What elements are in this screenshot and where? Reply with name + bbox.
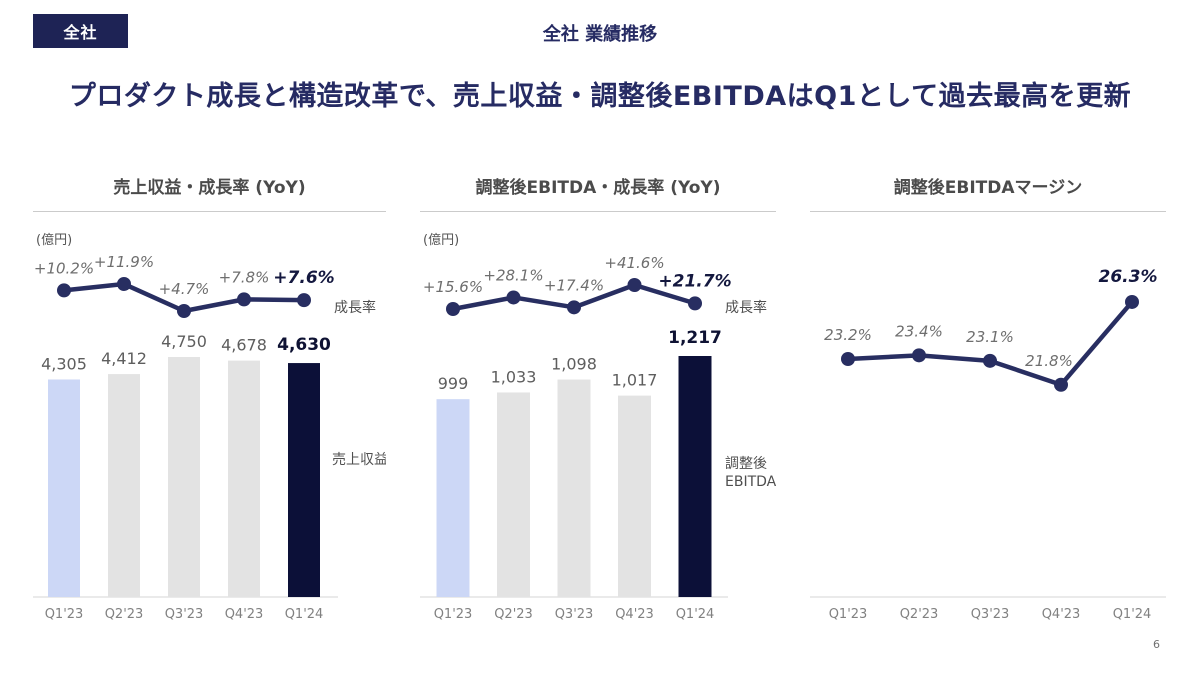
growth-label: +10.2% <box>34 259 94 277</box>
growth-label: +41.6% <box>604 254 664 272</box>
bar <box>497 392 530 597</box>
line-point <box>57 283 71 298</box>
unit-label: (億円) <box>423 232 459 248</box>
bar <box>48 379 80 597</box>
growth-label: +17.4% <box>544 276 604 294</box>
page-number: 6 <box>1153 638 1160 651</box>
line-legend-label: 成長率 <box>725 299 767 316</box>
growth-label: +7.8% <box>219 268 270 286</box>
bar-value-label: 4,305 <box>41 354 87 373</box>
x-axis-label: Q2'23 <box>494 607 533 622</box>
x-axis-label: Q1'24 <box>676 607 715 622</box>
bar-value-label: 1,217 <box>668 328 722 348</box>
bar <box>108 374 140 597</box>
growth-label: +28.1% <box>483 266 543 284</box>
x-axis-label: Q1'23 <box>829 607 868 622</box>
line-point <box>841 352 855 366</box>
adjusted-ebitda-margin-chart: 調整後EBITDAマージン 23.2% 23.4% 23.1% 21.8% 26.3% Q1… <box>810 165 1166 650</box>
bar <box>228 360 260 597</box>
x-axis-label: Q2'23 <box>900 607 939 622</box>
chart-title: 調整後EBITDA・成長率 (YoY) <box>475 178 721 198</box>
x-axis-label: Q3'23 <box>971 607 1010 622</box>
headline: プロダクト成長と構造改革で、売上収益・調整後EBITDAはQ1として過去最高を更… <box>68 81 1132 112</box>
line-point <box>688 296 702 311</box>
growth-label: 26.3% <box>1099 267 1158 287</box>
line-point <box>983 353 997 368</box>
chart-title: 売上収益・成長率 (YoY) <box>113 178 306 198</box>
bar-value-label: 4,750 <box>161 332 207 351</box>
x-axis-label: Q1'23 <box>45 607 84 622</box>
line-point <box>297 293 311 308</box>
unit-label: (億円) <box>36 232 72 248</box>
bar <box>168 357 200 597</box>
bar <box>436 399 470 597</box>
x-axis-label: Q1'24 <box>1113 607 1152 622</box>
bar-value-label: 4,678 <box>221 336 267 355</box>
line-legend-label: 成長率 <box>334 299 376 316</box>
bar <box>288 363 320 597</box>
x-axis-label: Q1'24 <box>285 607 324 622</box>
chart-canvas: 23.2% 23.4% 23.1% 21.8% 26.3% Q1'23 Q2'23 Q3'23… <box>810 267 1166 622</box>
bar-value-label: 4,630 <box>277 335 331 355</box>
growth-label: +11.9% <box>94 253 154 271</box>
bar-legend-label: 売上収益 <box>332 452 386 468</box>
bar <box>618 395 651 597</box>
line-point <box>117 277 131 291</box>
chart-canvas: (億円) 999 1,033 1,098 1,017 1,217 調整後 EBITDA +15.… <box>420 232 776 622</box>
x-axis-label: Q3'23 <box>555 607 594 622</box>
growth-label: +7.6% <box>273 268 334 288</box>
chart-divider <box>420 211 776 212</box>
line-point <box>567 300 581 315</box>
growth-label: 23.2% <box>824 326 872 344</box>
line-point <box>506 290 521 305</box>
x-axis-label: Q1'23 <box>434 607 473 622</box>
growth-label: 23.4% <box>895 322 943 340</box>
revenue-growth-chart: 売上収益・成長率 (YoY) (億円) 4,305 4,412 4,750 4,678 4,… <box>33 165 386 650</box>
line-point <box>177 304 191 318</box>
x-axis-label: Q4'23 <box>225 607 264 622</box>
bar-legend-label: EBITDA <box>725 474 776 490</box>
bar-value-label: 999 <box>438 374 469 393</box>
line-point <box>912 348 926 363</box>
bar-value-label: 1,033 <box>491 367 537 386</box>
growth-label: +15.6% <box>423 278 483 296</box>
line-point <box>627 278 642 292</box>
bar <box>557 379 591 597</box>
chart-divider <box>810 211 1166 212</box>
x-axis-label: Q4'23 <box>1042 607 1081 622</box>
chart-title: 調整後EBITDAマージン <box>893 178 1083 198</box>
growth-label: 23.1% <box>966 328 1014 346</box>
x-axis-label: Q2'23 <box>105 607 144 622</box>
line-point <box>1054 377 1068 392</box>
bar <box>678 356 712 597</box>
x-axis-label: Q3'23 <box>165 607 204 622</box>
line-point <box>1125 294 1139 309</box>
bar-value-label: 1,017 <box>612 371 658 390</box>
bar-value-label: 4,412 <box>101 349 147 368</box>
growth-label: 21.8% <box>1025 352 1073 370</box>
chart-divider <box>33 211 386 212</box>
growth-label: +21.7% <box>658 271 731 291</box>
bar-legend-label: 調整後 <box>725 456 767 472</box>
section-badge: 全社 <box>33 14 128 48</box>
line-point <box>237 292 251 307</box>
x-axis-label: Q4'23 <box>615 607 654 622</box>
page-title: 全社 業績推移 <box>542 24 658 45</box>
line-point <box>446 301 460 316</box>
growth-label: +4.7% <box>159 280 210 298</box>
adjusted-ebitda-growth-chart: 調整後EBITDA・成長率 (YoY) (億円) 999 1,033 1,098 1,01… <box>420 165 776 650</box>
bar-value-label: 1,098 <box>551 355 597 374</box>
